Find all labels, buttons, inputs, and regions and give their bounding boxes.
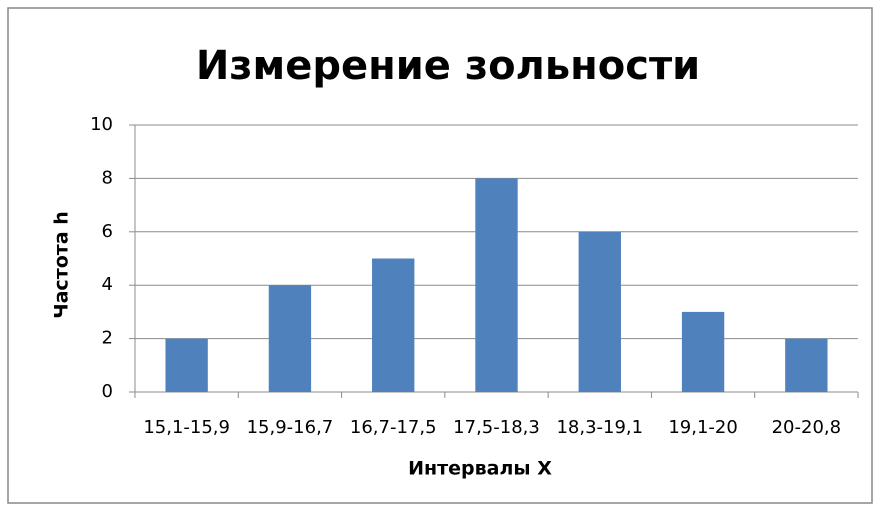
y-tick-label: 4 xyxy=(102,274,113,295)
x-tick-label: 15,9-16,7 xyxy=(247,417,334,438)
y-tick-label: 6 xyxy=(102,221,113,242)
bar xyxy=(475,178,518,392)
x-tick-label: 15,1-15,9 xyxy=(143,417,230,438)
x-tick-label: 20-20,8 xyxy=(772,417,841,438)
x-tick-label: 19,1-20 xyxy=(668,417,737,438)
x-tick-label: 16,7-17,5 xyxy=(350,417,437,438)
x-tick-label: 18,3-19,1 xyxy=(556,417,643,438)
bar xyxy=(372,258,415,392)
bar xyxy=(681,311,725,392)
bar xyxy=(785,338,828,392)
bar xyxy=(268,285,312,392)
y-tick-label: 8 xyxy=(102,167,113,188)
y-tick-label: 2 xyxy=(102,328,113,349)
chart-title: Измерение зольности xyxy=(196,43,700,89)
y-tick-label: 0 xyxy=(102,381,113,402)
bar xyxy=(165,338,208,392)
bar xyxy=(578,231,621,392)
y-tick-label: 10 xyxy=(90,114,113,135)
x-axis-label: Интервалы X xyxy=(408,458,552,480)
y-axis-label: Частота h xyxy=(51,211,73,318)
chart-border xyxy=(7,7,873,504)
x-tick-label: 17,5-18,3 xyxy=(453,417,540,438)
